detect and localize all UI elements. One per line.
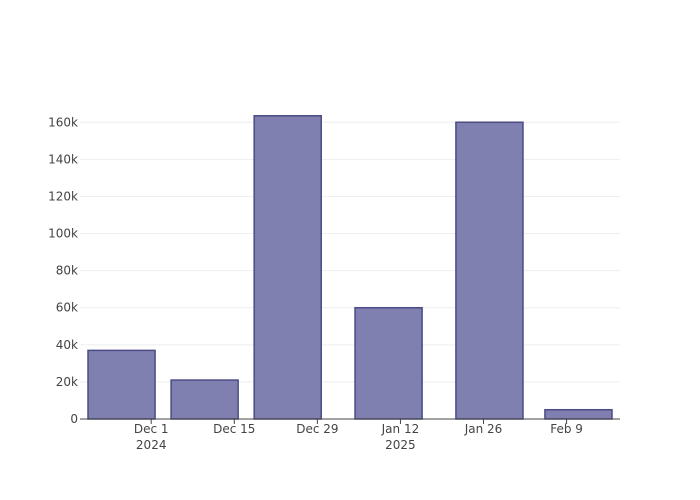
- y-tick-label: 160k: [48, 115, 78, 129]
- bar: [170, 379, 239, 420]
- y-tick-label: 120k: [48, 189, 78, 203]
- x-tick-label: Jan 26: [464, 422, 503, 436]
- x-tick-label: Feb 9: [550, 422, 583, 436]
- y-tick-label: 100k: [48, 227, 78, 241]
- x-tick-label: Dec 29: [296, 422, 338, 436]
- y-tick-label: 0: [70, 412, 78, 426]
- bar: [87, 349, 156, 420]
- y-tick-label: 140k: [48, 152, 78, 166]
- y-tick-label: 80k: [56, 264, 78, 278]
- y-tick-label: 40k: [56, 338, 78, 352]
- y-tick-label: 60k: [56, 301, 78, 315]
- bar: [253, 115, 322, 420]
- bar: [455, 121, 524, 420]
- y-tick-label: 20k: [56, 375, 78, 389]
- x-tick-label: Dec 1 2024: [134, 422, 169, 452]
- x-tick-label: Jan 12 2025: [381, 422, 420, 452]
- bar: [354, 306, 423, 420]
- bar: [544, 408, 613, 420]
- x-tick-label: Dec 15: [213, 422, 255, 436]
